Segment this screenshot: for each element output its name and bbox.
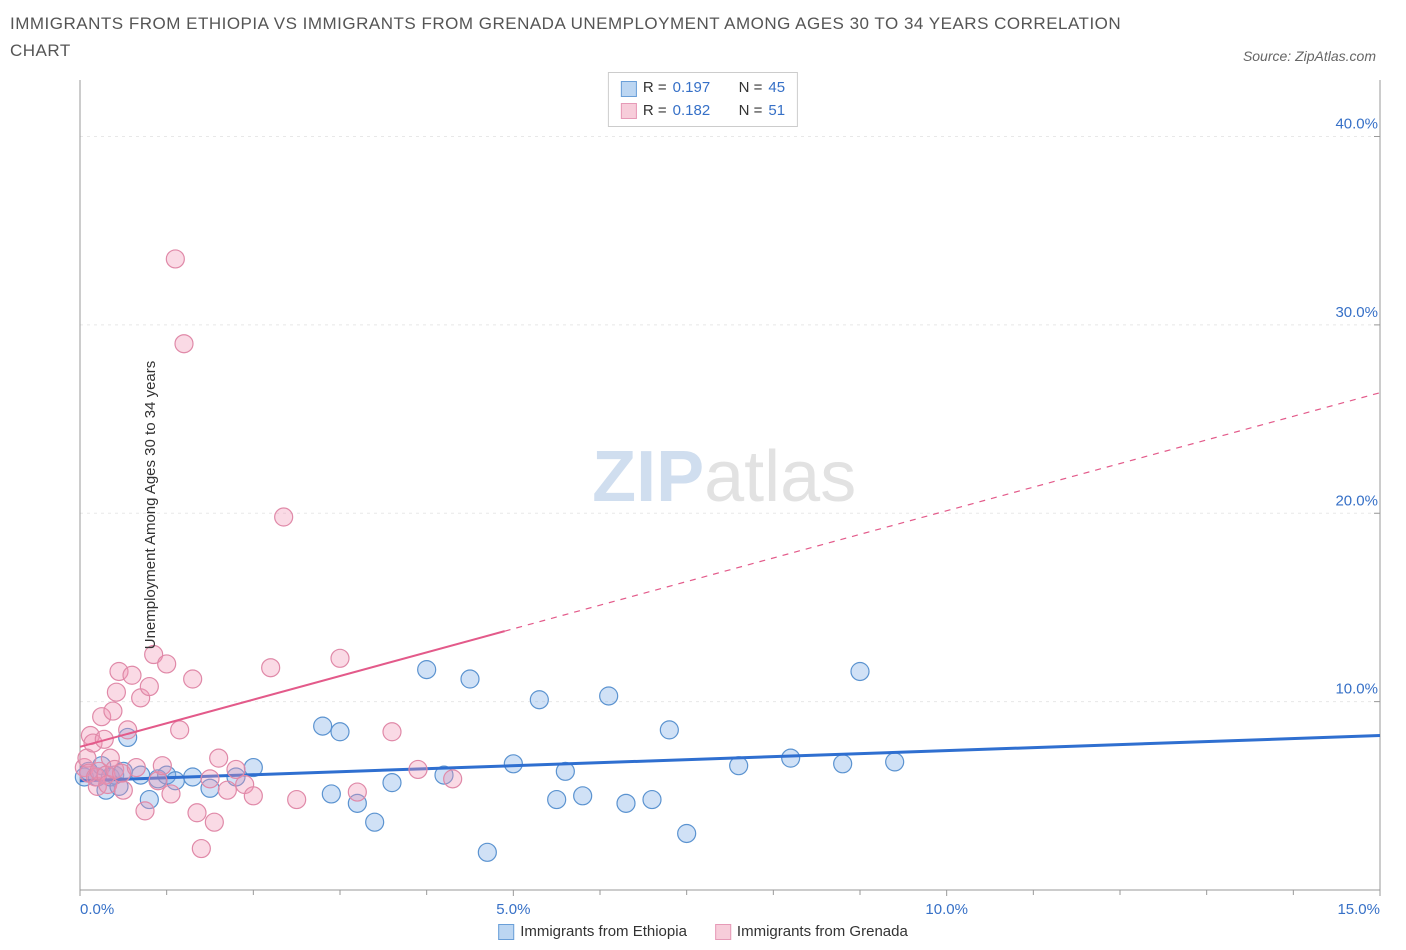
legend-series-item: Immigrants from Grenada bbox=[715, 923, 908, 940]
svg-text:10.0%: 10.0% bbox=[925, 901, 968, 918]
legend-series-item: Immigrants from Ethiopia bbox=[498, 923, 687, 940]
legend-stat-row: R = 0.182 N =51 bbox=[621, 100, 785, 123]
svg-text:40.0%: 40.0% bbox=[1335, 116, 1378, 133]
legend-stats: R = 0.197 N =45 R = 0.182 N =51 bbox=[608, 72, 798, 127]
svg-text:5.0%: 5.0% bbox=[496, 901, 530, 918]
legend-n-value: 51 bbox=[768, 100, 785, 123]
svg-text:15.0%: 15.0% bbox=[1337, 901, 1380, 918]
legend-n-label: N = bbox=[739, 77, 763, 100]
legend-n-label: N = bbox=[739, 100, 763, 123]
legend-swatch bbox=[498, 924, 514, 940]
legend-r-label: R = bbox=[643, 77, 667, 100]
scatter-plot: 0.0% 5.0% 10.0% 15.0% 10.0% 20.0% 30.0% 40.0% bbox=[10, 70, 1396, 940]
source-label: Source: ZipAtlas.com bbox=[1243, 48, 1396, 64]
y-axis-label: Unemployment Among Ages 30 to 34 years bbox=[142, 361, 159, 650]
legend-series-label: Immigrants from Grenada bbox=[737, 923, 908, 940]
legend-r-value: 0.182 bbox=[673, 100, 723, 123]
chart-title: IMMIGRANTS FROM ETHIOPIA VS IMMIGRANTS F… bbox=[10, 10, 1160, 64]
legend-n-value: 45 bbox=[768, 77, 785, 100]
legend-swatch bbox=[715, 924, 731, 940]
chart-container: Unemployment Among Ages 30 to 34 years Z… bbox=[10, 70, 1396, 940]
svg-text:10.0%: 10.0% bbox=[1335, 681, 1378, 698]
legend-swatch bbox=[621, 81, 637, 97]
legend-r-value: 0.197 bbox=[673, 77, 723, 100]
legend-swatch bbox=[621, 103, 637, 119]
svg-text:0.0%: 0.0% bbox=[80, 901, 114, 918]
legend-series-label: Immigrants from Ethiopia bbox=[520, 923, 687, 940]
header: IMMIGRANTS FROM ETHIOPIA VS IMMIGRANTS F… bbox=[10, 10, 1396, 64]
legend-series: Immigrants from Ethiopia Immigrants from … bbox=[498, 923, 908, 940]
legend-stat-row: R = 0.197 N =45 bbox=[621, 77, 785, 100]
svg-text:20.0%: 20.0% bbox=[1335, 493, 1378, 510]
legend-r-label: R = bbox=[643, 100, 667, 123]
svg-text:30.0%: 30.0% bbox=[1335, 304, 1378, 321]
